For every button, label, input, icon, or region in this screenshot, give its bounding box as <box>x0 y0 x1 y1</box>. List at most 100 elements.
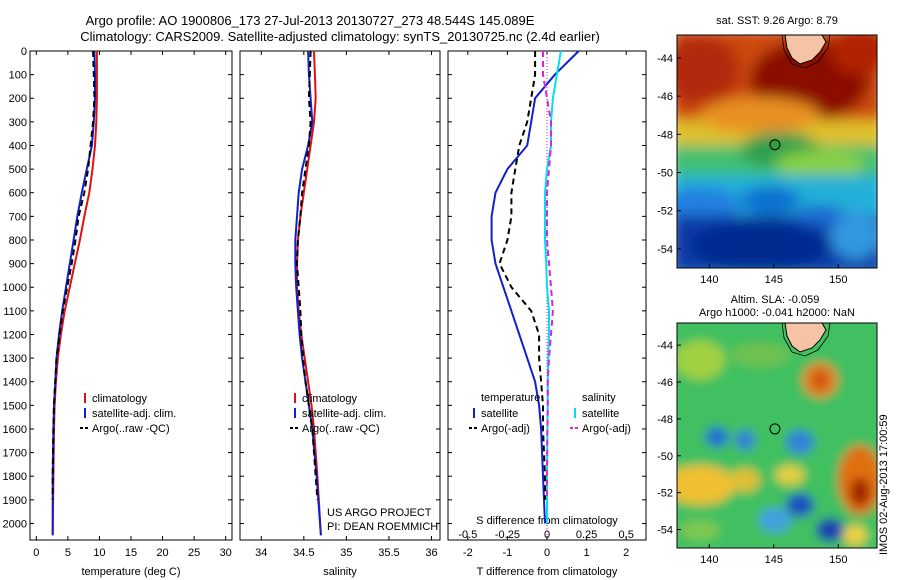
legend-entry: Argo(..raw -QC) <box>92 423 170 435</box>
map-x-tick-label: 140 <box>700 554 718 566</box>
legend-title-salinity: salinity <box>582 392 616 404</box>
map-x-tick-label: 150 <box>829 274 847 286</box>
sla-field <box>677 323 877 548</box>
y-tick-label: 200 <box>9 93 27 105</box>
legend-entry: satellite-adj. clim. <box>92 408 176 420</box>
x-tick-label: 2 <box>623 547 629 559</box>
x-tick-label: 35 <box>340 547 352 559</box>
sst-field <box>677 35 877 268</box>
project-name: US ARGO PROJECT <box>327 507 432 519</box>
map-y-tick-label: -48 <box>657 414 673 426</box>
legend-title-temperature: temperature <box>481 392 540 404</box>
y-tick-label: 700 <box>9 211 27 223</box>
map-y-tick-label: -52 <box>657 488 673 500</box>
y-tick-label: 1300 <box>3 353 27 365</box>
x-tick-label: 35.5 <box>378 547 399 559</box>
salinity-xlabel: salinity <box>323 566 357 578</box>
x-tick-label: 25 <box>188 547 200 559</box>
series-line <box>498 51 546 500</box>
shelf-contour-sla <box>781 323 831 357</box>
series-line <box>51 50 96 500</box>
y-tick-label: 1100 <box>3 306 27 318</box>
s-tick-label: 0 <box>544 529 550 541</box>
argo-float-marker-sla[interactable] <box>769 423 781 435</box>
y-tick-label: 1600 <box>3 424 27 436</box>
page-title: Argo profile: AO 1900806_173 27-Jul-2013… <box>85 13 535 28</box>
y-tick-label: 2000 <box>3 518 27 530</box>
x-tick-label: 0 <box>33 547 39 559</box>
s-tick-label: -0.25 <box>495 529 520 541</box>
x-tick-label: 0 <box>544 547 550 559</box>
x-tick-label: -2 <box>463 547 473 559</box>
sst-map-frame <box>676 34 878 269</box>
y-tick-label: 800 <box>9 235 27 247</box>
y-tick-label: 1800 <box>3 471 27 483</box>
map-x-tick-label: 140 <box>700 274 718 286</box>
legend-entry: satellite <box>582 408 619 420</box>
map-y-tick-label: -54 <box>657 525 673 537</box>
x-tick-label: 10 <box>93 547 105 559</box>
legend-entry: satellite-adj. clim. <box>302 408 386 420</box>
x-tick-label: 34 <box>255 547 267 559</box>
y-tick-label: 1500 <box>3 400 27 412</box>
sla-map: 140 145 150 -44 -46 -48 -50 -52 -54 Altim. SLA: … <box>657 294 878 566</box>
x-tick-label: 5 <box>65 547 71 559</box>
s-tick-label: -0.5 <box>458 529 477 541</box>
series-line <box>542 51 554 500</box>
tasmania-land <box>784 35 827 65</box>
map-y-tick-label: -48 <box>657 129 673 141</box>
sla-map-title-line1: Altim. SLA: -0.059 <box>731 294 820 306</box>
y-tick-label: 500 <box>9 164 27 176</box>
y-tick-label: 100 <box>9 70 27 82</box>
y-tick-label: 900 <box>9 259 27 271</box>
map-y-tick-label: -44 <box>657 53 673 65</box>
sla-map-frame <box>676 322 878 549</box>
y-tick-label: 600 <box>9 188 27 200</box>
x-tick-label: -1 <box>503 547 513 559</box>
legend-entry: climatology <box>92 393 148 405</box>
tasmania-land-sla <box>784 323 827 353</box>
temperature-frame <box>29 50 233 541</box>
panel-salinity: 34 34.5 35 35.5 36 salinity climatology satelli… <box>239 50 441 578</box>
map-y-tick-label: -44 <box>657 340 673 352</box>
x-tick-label: 1 <box>584 547 590 559</box>
map-y-tick-label: -50 <box>657 168 673 180</box>
map-x-tick-label: 150 <box>829 554 847 566</box>
legend-entry: Argo(-adj) <box>481 423 530 435</box>
page-subtitle: Climatology: CARS2009. Satellite-adjuste… <box>80 29 600 44</box>
map-y-tick-label: -46 <box>657 377 673 389</box>
y-tick-label: 1700 <box>3 448 27 460</box>
legend-entry: Argo(..raw -QC) <box>302 423 380 435</box>
sst-map: 140 145 150 -44 -46 -48 -50 -52 -54 sat. SST: 9.… <box>657 15 878 286</box>
project-pi: PI: DEAN ROEMMICH <box>327 521 438 533</box>
x-tick-label: 36 <box>425 547 437 559</box>
y-tick-label: 400 <box>9 140 27 152</box>
argo-float-marker-sst[interactable] <box>769 139 781 151</box>
map-y-tick-label: -52 <box>657 206 673 218</box>
imos-timestamp: IMOS 02-Aug-2013 17:00:59 <box>878 414 890 555</box>
salinity-frame <box>239 50 441 541</box>
y-tick-label: 1200 <box>3 329 27 341</box>
y-tick-label: 1000 <box>3 282 27 294</box>
shelf-contour <box>781 35 831 69</box>
legend-entry: climatology <box>302 393 358 405</box>
map-x-tick-label: 145 <box>765 274 783 286</box>
x-tick-label: 15 <box>125 547 137 559</box>
y-tick-label: 1400 <box>3 377 27 389</box>
x-tick-label: 20 <box>156 547 168 559</box>
y-tick-label: 300 <box>9 117 27 129</box>
temperature-xlabel: temperature (deg C) <box>81 566 180 578</box>
sla-map-title-line2: Argo h1000: -0.041 h2000: NaN <box>699 307 855 319</box>
x-tick-label: 34.5 <box>293 547 314 559</box>
legend-entry: Argo(-adj) <box>582 423 631 435</box>
panel-temperature: 0100200300400500600700800900100011001200… <box>3 46 233 578</box>
y-tick-label: 1900 <box>3 495 27 507</box>
difference-xlabel: T difference from climatology <box>477 566 618 578</box>
legend-entry: satellite <box>481 408 518 420</box>
map-y-tick-label: -54 <box>657 244 673 256</box>
sst-map-title: sat. SST: 9.26 Argo: 8.79 <box>716 15 838 27</box>
s-tick-label: 0.5 <box>619 529 634 541</box>
y-tick-label: 0 <box>21 46 27 58</box>
